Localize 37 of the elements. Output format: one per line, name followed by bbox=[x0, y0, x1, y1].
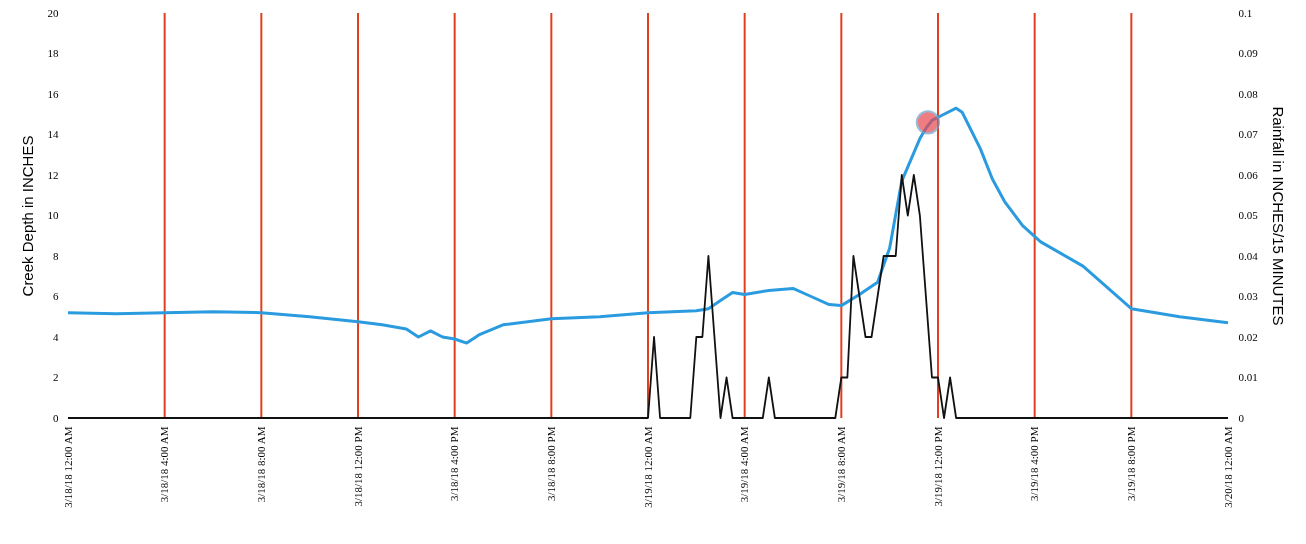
y-tick-label: 16 bbox=[47, 87, 59, 100]
x-tick-label: 3/18/18 12:00 AM bbox=[61, 426, 74, 508]
y2-tick-label: 0.01 bbox=[1238, 371, 1258, 383]
x-tick-label: 3/18/18 8:00 AM bbox=[254, 426, 267, 503]
y2-tick-label: 0.09 bbox=[1238, 47, 1259, 59]
y-tick-label: 2 bbox=[53, 371, 59, 383]
y-tick-label: 4 bbox=[53, 330, 59, 343]
x-tick-label: 3/18/18 12:00 PM bbox=[351, 426, 364, 507]
y2-tick-label: 0.02 bbox=[1238, 330, 1258, 343]
y2-tick-label: 0.05 bbox=[1238, 209, 1259, 221]
y-tick-label: 6 bbox=[53, 290, 59, 302]
y2-tick-label: 0.03 bbox=[1238, 290, 1259, 302]
y-tick-label: 18 bbox=[47, 47, 59, 59]
x-tick-label: 3/20/18 12:00 AM bbox=[1221, 426, 1234, 508]
x-tick-label: 3/18/18 4:00 PM bbox=[448, 426, 461, 502]
y-tick-label: 20 bbox=[47, 6, 59, 19]
x-tick-label: 3/18/18 8:00 PM bbox=[544, 426, 557, 502]
x-tick-label: 3/19/18 8:00 AM bbox=[834, 426, 847, 503]
x-tick-label: 3/19/18 12:00 AM bbox=[641, 426, 654, 508]
x-tick-label: 3/19/18 4:00 PM bbox=[1028, 426, 1041, 502]
y-tick-label: 0 bbox=[53, 411, 59, 424]
y2-tick-label: 0.06 bbox=[1238, 168, 1259, 181]
y2-tick-label: 0 bbox=[1238, 411, 1245, 424]
y-tick-label: 8 bbox=[53, 249, 59, 262]
y-tick-label: 10 bbox=[47, 209, 59, 221]
y-tick-label: 12 bbox=[47, 168, 59, 181]
x-tick-label: 3/18/18 4:00 AM bbox=[158, 426, 171, 503]
x-tick-label: 3/19/18 4:00 AM bbox=[738, 426, 751, 503]
y2-tick-label: 0.1 bbox=[1238, 6, 1253, 19]
x-tick-label: 3/19/18 8:00 PM bbox=[1124, 426, 1137, 502]
y2-axis-title: Rainfall in INCHES/15 MINUTES bbox=[1269, 106, 1287, 326]
y2-tick-label: 0.07 bbox=[1238, 128, 1259, 140]
y-axis-title: Creek Depth in INCHES bbox=[18, 135, 36, 297]
y2-tick-label: 0.04 bbox=[1238, 249, 1259, 262]
y2-tick-label: 0.08 bbox=[1238, 87, 1259, 100]
y-tick-label: 14 bbox=[47, 128, 59, 140]
x-tick-label: 3/19/18 12:00 PM bbox=[931, 426, 944, 507]
